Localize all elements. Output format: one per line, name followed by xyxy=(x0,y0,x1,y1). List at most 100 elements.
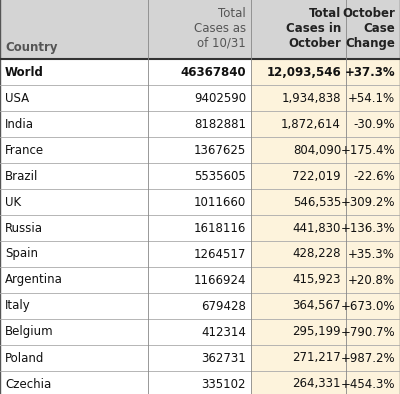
Text: +673.0%: +673.0% xyxy=(340,299,395,312)
Text: Country: Country xyxy=(5,41,58,54)
Text: 546,535: 546,535 xyxy=(293,195,341,208)
Text: +454.3%: +454.3% xyxy=(340,377,395,390)
Text: 722,019: 722,019 xyxy=(292,169,341,182)
Bar xyxy=(148,371,251,394)
Bar xyxy=(346,293,400,319)
Text: 362731: 362731 xyxy=(201,351,246,364)
Text: +790.7%: +790.7% xyxy=(340,325,395,338)
Text: 46367840: 46367840 xyxy=(180,65,246,78)
Bar xyxy=(346,215,400,241)
Bar xyxy=(251,293,346,319)
Text: Total
Cases in
October: Total Cases in October xyxy=(286,6,341,50)
Bar xyxy=(0,163,148,189)
Text: 428,228: 428,228 xyxy=(292,247,341,260)
Bar xyxy=(251,59,346,85)
Bar xyxy=(251,137,346,163)
Bar xyxy=(0,241,148,267)
Bar xyxy=(0,371,148,394)
Bar xyxy=(251,111,346,137)
Bar xyxy=(0,215,148,241)
Text: +175.4%: +175.4% xyxy=(340,143,395,156)
Text: Argentina: Argentina xyxy=(5,273,63,286)
Bar xyxy=(251,215,346,241)
Bar xyxy=(148,137,251,163)
Bar xyxy=(346,59,400,85)
Text: 441,830: 441,830 xyxy=(293,221,341,234)
Text: 364,567: 364,567 xyxy=(292,299,341,312)
Text: Italy: Italy xyxy=(5,299,31,312)
Text: Spain: Spain xyxy=(5,247,38,260)
Text: 264,331: 264,331 xyxy=(292,377,341,390)
Text: Czechia: Czechia xyxy=(5,377,51,390)
Bar xyxy=(0,267,148,293)
Bar xyxy=(148,319,251,345)
Bar xyxy=(148,267,251,293)
Bar xyxy=(346,371,400,394)
Bar xyxy=(251,241,346,267)
Bar xyxy=(148,163,251,189)
Bar xyxy=(148,241,251,267)
Bar xyxy=(148,215,251,241)
Bar xyxy=(346,345,400,371)
Text: 1264517: 1264517 xyxy=(194,247,246,260)
Bar xyxy=(251,267,346,293)
Text: +987.2%: +987.2% xyxy=(340,351,395,364)
Bar xyxy=(346,111,400,137)
Bar xyxy=(0,111,148,137)
Text: +54.1%: +54.1% xyxy=(348,91,395,104)
Text: 412314: 412314 xyxy=(201,325,246,338)
Text: +136.3%: +136.3% xyxy=(340,221,395,234)
Bar xyxy=(148,111,251,137)
Bar xyxy=(346,241,400,267)
Text: 335102: 335102 xyxy=(202,377,246,390)
Text: -30.9%: -30.9% xyxy=(354,117,395,130)
Text: 415,923: 415,923 xyxy=(292,273,341,286)
Bar xyxy=(0,319,148,345)
Text: +35.3%: +35.3% xyxy=(348,247,395,260)
Text: 1,934,838: 1,934,838 xyxy=(282,91,341,104)
Bar xyxy=(0,293,148,319)
Bar xyxy=(346,267,400,293)
Text: Poland: Poland xyxy=(5,351,44,364)
Bar xyxy=(251,319,346,345)
Text: Total
Cases as
of 10/31: Total Cases as of 10/31 xyxy=(194,6,246,50)
Bar xyxy=(251,189,346,215)
Text: France: France xyxy=(5,143,44,156)
Bar xyxy=(346,163,400,189)
Bar xyxy=(0,189,148,215)
Bar xyxy=(251,345,346,371)
Text: 804,090: 804,090 xyxy=(293,143,341,156)
Bar xyxy=(346,319,400,345)
Bar xyxy=(0,85,148,111)
Bar xyxy=(0,0,400,59)
Bar xyxy=(251,163,346,189)
Text: +37.3%: +37.3% xyxy=(344,65,395,78)
Text: 1166924: 1166924 xyxy=(194,273,246,286)
Text: 271,217: 271,217 xyxy=(292,351,341,364)
Bar xyxy=(346,189,400,215)
Text: USA: USA xyxy=(5,91,29,104)
Text: India: India xyxy=(5,117,34,130)
Bar xyxy=(0,59,148,85)
Bar xyxy=(0,345,148,371)
Text: 295,199: 295,199 xyxy=(292,325,341,338)
Text: 12,093,546: 12,093,546 xyxy=(266,65,341,78)
Bar xyxy=(346,85,400,111)
Text: 9402590: 9402590 xyxy=(194,91,246,104)
Text: UK: UK xyxy=(5,195,21,208)
Text: October
Case
Change: October Case Change xyxy=(342,6,395,50)
Bar xyxy=(148,293,251,319)
Bar xyxy=(148,189,251,215)
Text: 679428: 679428 xyxy=(201,299,246,312)
Text: 1,872,614: 1,872,614 xyxy=(281,117,341,130)
Text: 5535605: 5535605 xyxy=(194,169,246,182)
Bar xyxy=(148,59,251,85)
Text: +20.8%: +20.8% xyxy=(348,273,395,286)
Bar xyxy=(251,85,346,111)
Text: +309.2%: +309.2% xyxy=(340,195,395,208)
Bar xyxy=(148,345,251,371)
Bar xyxy=(251,371,346,394)
Text: 1618116: 1618116 xyxy=(194,221,246,234)
Text: Belgium: Belgium xyxy=(5,325,54,338)
Bar xyxy=(148,85,251,111)
